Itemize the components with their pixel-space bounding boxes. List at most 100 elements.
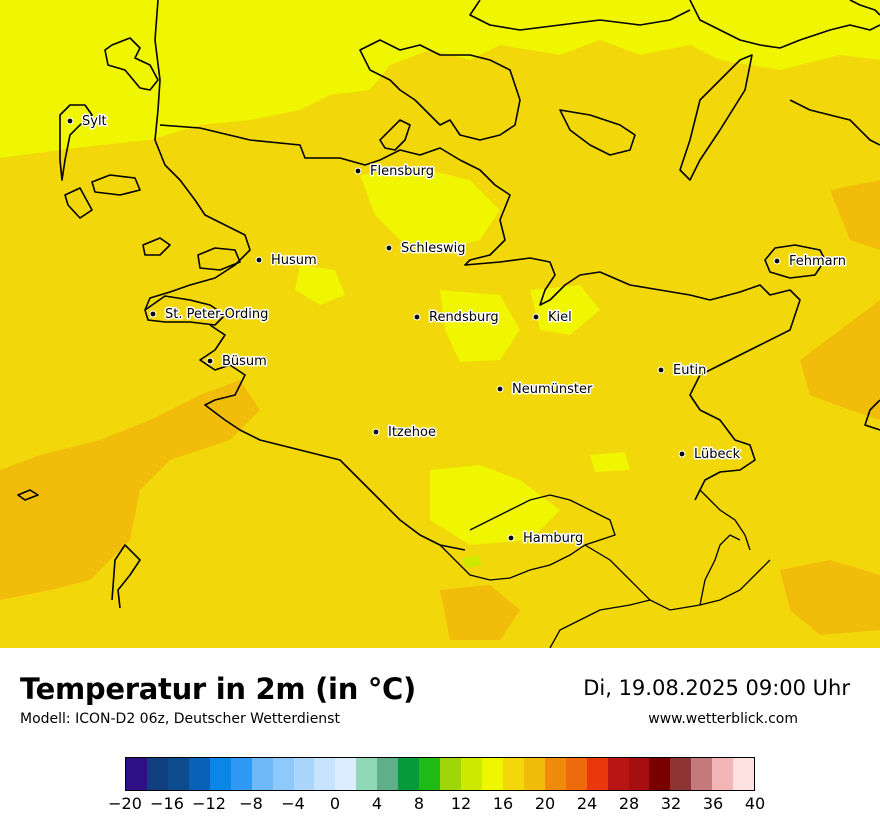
temperature-field-warm <box>440 585 520 640</box>
city-dot <box>533 314 539 320</box>
coastline-island <box>91 174 141 196</box>
city-marker: Rendsburg <box>413 309 500 327</box>
colorbar-ticks: −20 −16 −12 −8 −4 0 4 8 12 16 20 24 28 32 36 40 <box>108 794 765 818</box>
colorbar-segment <box>335 758 357 790</box>
city-label: Husum <box>271 253 317 268</box>
coastline-west-south <box>199 324 466 551</box>
city-marker: Neumünster <box>496 381 594 399</box>
city-dot <box>774 258 780 264</box>
colorbar-segment <box>188 758 210 790</box>
colorbar-segment <box>146 758 168 790</box>
temperature-field-patch <box>530 285 600 335</box>
city-label: Eutin <box>673 363 706 378</box>
colorbar-segment <box>230 758 252 790</box>
colorbar-segment <box>712 758 734 790</box>
forecast-datetime: Di, 19.08.2025 09:00 Uhr <box>583 676 850 700</box>
coastline-falster <box>789 99 880 146</box>
city-dot <box>508 535 514 541</box>
borders <box>439 489 771 648</box>
city-label: Rendsburg <box>429 310 499 325</box>
city-marker: Husum <box>255 252 318 270</box>
city-dot <box>256 257 262 263</box>
city-label: Itzehoe <box>388 425 436 440</box>
city-labels: Sylt Flensburg Schleswig Husum Fehmarn St. Pe… <box>66 113 848 548</box>
city-marker: Sylt <box>66 113 108 131</box>
city-marker: St. Peter-Ording <box>149 306 270 324</box>
colorbar-segment <box>586 758 608 790</box>
colorbar-segment <box>419 758 441 790</box>
colorbar-tick-label: 8 <box>413 794 425 813</box>
colorbar-segment <box>377 758 399 790</box>
colorbar-segment <box>293 758 315 790</box>
colorbar-segment <box>461 758 482 790</box>
city-label: Lübeck <box>694 447 741 462</box>
city-label: Schleswig <box>401 241 466 256</box>
colorbar-segment <box>272 758 294 790</box>
colorbar-segment <box>544 758 566 790</box>
city-marker: Schleswig <box>385 240 467 258</box>
coastline-north-top <box>469 0 691 31</box>
colorbar-tick-label: 40 <box>744 794 766 813</box>
city-label: Neumünster <box>512 382 593 397</box>
city-label: Sylt <box>82 114 107 129</box>
colorbar-segment <box>565 758 587 790</box>
city-dot <box>386 245 392 251</box>
colorbar-segment <box>670 758 692 790</box>
colorbar-tick-label: 0 <box>329 794 341 813</box>
colorbar-segment <box>481 758 503 790</box>
city-label: Büsum <box>222 354 267 369</box>
border-mecklenburg <box>699 534 741 606</box>
city-dot <box>207 358 213 364</box>
temperature-field-warm <box>0 380 260 600</box>
city-marker: Flensburg <box>354 163 435 181</box>
city-label: Hamburg <box>523 531 583 546</box>
city-marker: Hamburg <box>507 530 585 548</box>
coastline-langeland <box>679 54 753 181</box>
temperature-field-patch <box>440 290 520 362</box>
colorbar-segment <box>691 758 713 790</box>
colorbar-tick-label: 4 <box>371 794 383 813</box>
colorbar-tick-label: 32 <box>660 794 682 813</box>
footer: Temperatur in 2m (in °C) Modell: ICON-D2… <box>0 648 880 830</box>
temperature-field-patch <box>590 452 630 472</box>
coastline-sylt-island <box>59 104 93 181</box>
city-dot <box>150 311 156 317</box>
city-dot <box>414 314 420 320</box>
city-marker: Fehmarn <box>773 253 848 271</box>
colorbar-tick-label: 24 <box>576 794 598 813</box>
coastline-east <box>864 399 880 431</box>
temperature-field-warm <box>800 300 880 420</box>
city-dot <box>497 386 503 392</box>
coastline-hallig <box>142 237 171 256</box>
coastline-sylt <box>104 37 159 91</box>
colorbar-segment <box>649 758 671 790</box>
colorbar-segment <box>314 758 336 790</box>
city-dot <box>658 367 664 373</box>
city-dot <box>355 168 361 174</box>
border-hamburg <box>439 494 616 581</box>
coastlines <box>17 0 880 609</box>
colorbar-tick-label: 36 <box>702 794 724 813</box>
colorbar-tick-label: −16 <box>150 794 184 813</box>
colorbar-tick-label: 28 <box>618 794 640 813</box>
colorbar-tick-label: 16 <box>492 794 514 813</box>
temperature-field-north <box>0 0 880 158</box>
colorbar-tick-label: −20 <box>108 794 142 813</box>
coastline-fehmarn <box>764 244 826 279</box>
coastline-elbe-south <box>111 544 141 609</box>
colorbar-segment <box>251 758 273 790</box>
coastline-flensburg-fjord <box>359 39 521 141</box>
border-south <box>584 544 771 611</box>
city-label: Fehmarn <box>789 254 846 269</box>
coastline-lolland <box>559 109 636 156</box>
border-east <box>699 489 751 551</box>
colorbar-tick-label: 20 <box>534 794 556 813</box>
website-url: www.wetterblick.com <box>648 711 798 727</box>
coastline-west <box>144 0 251 311</box>
city-marker: Kiel <box>532 309 573 327</box>
coastline-eiderstedt <box>144 295 226 326</box>
colorbar-tick-label: −4 <box>281 794 305 813</box>
city-marker: Itzehoe <box>372 424 437 442</box>
temperature-field-warm <box>830 180 880 250</box>
coastline-danish-south <box>689 0 880 49</box>
